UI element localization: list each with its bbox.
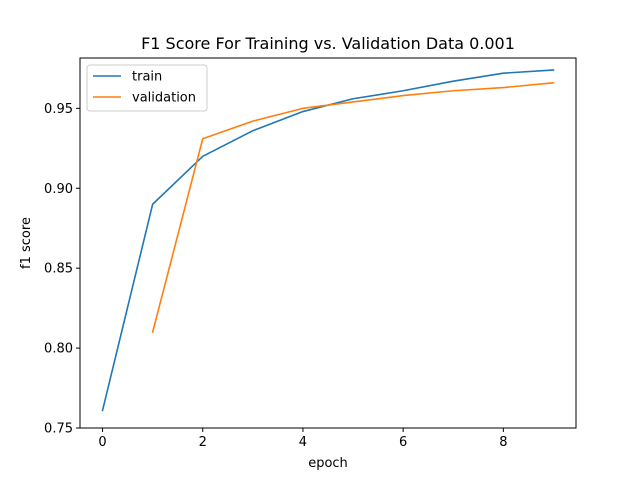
x-tick-label: 0 (98, 435, 106, 450)
series-line-train (101, 69, 555, 412)
y-tick-label: 0.85 (44, 262, 73, 277)
y-tick-label: 0.90 (44, 182, 73, 197)
x-axis-ticks: 0 2 4 6 8 (98, 428, 507, 450)
y-tick-label: 0.75 (44, 422, 73, 437)
series-line-validation (151, 81, 555, 334)
x-tick-label: 6 (399, 435, 407, 450)
y-tick-label: 0.95 (44, 102, 73, 117)
chart-title: F1 Score For Training vs. Validation Dat… (141, 34, 515, 53)
legend-label-validation: validation (132, 91, 196, 106)
series-layer (101, 69, 555, 412)
x-tick-label: 8 (499, 435, 507, 450)
x-axis-label: epoch (308, 456, 348, 471)
legend: train validation (86, 64, 208, 112)
y-tick-label: 0.80 (44, 342, 73, 357)
legend-label-train: train (132, 70, 162, 85)
plot-frame (79, 57, 577, 429)
x-tick-label: 2 (199, 435, 207, 450)
x-tick-label: 4 (299, 435, 307, 450)
y-axis-label: f1 score (19, 217, 34, 269)
y-axis-ticks: 0.75 0.80 0.85 0.90 0.95 (44, 102, 80, 437)
plot-area (79, 57, 577, 429)
